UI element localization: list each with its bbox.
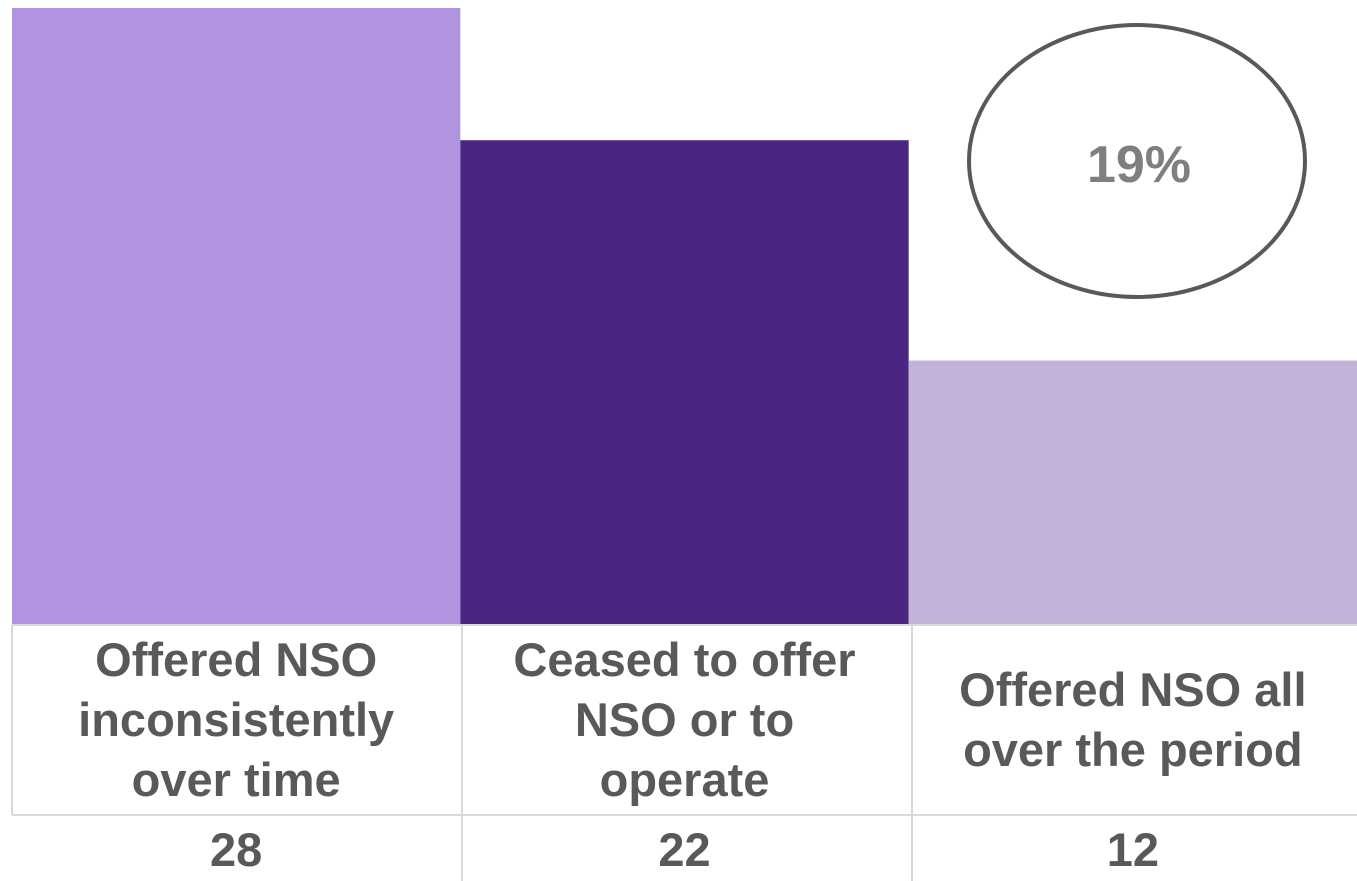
callout-ellipse — [967, 23, 1307, 299]
category-label-line: over time — [132, 753, 341, 806]
percent-callout: 19% — [967, 23, 1307, 299]
category-label-line: inconsistently — [78, 693, 394, 746]
value-labels: 28 22 12 — [210, 823, 1159, 876]
category-label-line: Offered NSO all — [959, 663, 1306, 716]
category-label-1: Offered NSO inconsistently over time — [78, 633, 394, 806]
category-table-lines — [11, 624, 1357, 881]
value-label-3: 12 — [1107, 823, 1159, 876]
category-labels: Offered NSO inconsistently over time Ceased… — [78, 633, 1306, 806]
category-label-line: operate — [600, 753, 770, 806]
callout-text: 19% — [1087, 136, 1191, 194]
category-label-line: Ceased to offer — [513, 633, 855, 686]
category-label-2: Ceased to offer NSO or to operate — [513, 633, 855, 806]
bars — [12, 8, 1357, 625]
bar-2 — [460, 140, 909, 625]
bar-3 — [908, 360, 1357, 625]
category-label-line: over the period — [963, 723, 1303, 776]
category-label-line: NSO or to — [575, 693, 794, 746]
category-label-line: Offered NSO — [95, 633, 377, 686]
bar-1 — [12, 8, 461, 625]
value-label-1: 28 — [210, 823, 262, 876]
category-label-3: Offered NSO all over the period — [959, 663, 1306, 776]
value-label-2: 22 — [658, 823, 710, 876]
